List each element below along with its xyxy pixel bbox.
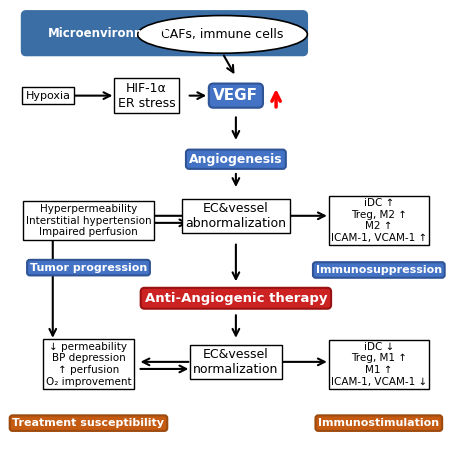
FancyBboxPatch shape xyxy=(21,11,307,55)
Text: Immunostimulation: Immunostimulation xyxy=(318,418,439,428)
Ellipse shape xyxy=(137,16,307,53)
Text: iDC ↑
Treg, M2 ↑
M2 ↑
ICAM-1, VCAM-1 ↑: iDC ↑ Treg, M2 ↑ M2 ↑ ICAM-1, VCAM-1 ↑ xyxy=(331,198,427,243)
Text: Anti-Angiogenic therapy: Anti-Angiogenic therapy xyxy=(145,292,327,305)
Text: Hyperpermeability
Interstitial hypertension
Impaired perfusion: Hyperpermeability Interstitial hypertens… xyxy=(26,204,151,237)
Text: Angiogenesis: Angiogenesis xyxy=(189,153,283,166)
Text: Microenvironment: Microenvironment xyxy=(48,27,169,40)
Text: iDC ↓
Treg, M1 ↑
M1 ↑
ICAM-1, VCAM-1 ↓: iDC ↓ Treg, M1 ↑ M1 ↑ ICAM-1, VCAM-1 ↓ xyxy=(331,342,427,387)
Text: Hypoxia: Hypoxia xyxy=(26,91,71,100)
Text: EC&vessel
abnormalization: EC&vessel abnormalization xyxy=(185,202,286,230)
Text: Immunosuppression: Immunosuppression xyxy=(316,265,442,275)
Text: CAFs, immune cells: CAFs, immune cells xyxy=(161,28,283,41)
Text: Treatment susceptibility: Treatment susceptibility xyxy=(12,418,164,428)
Text: VEGF: VEGF xyxy=(213,88,258,103)
Text: ↓ permeability
BP depression
↑ perfusion
O₂ improvement: ↓ permeability BP depression ↑ perfusion… xyxy=(46,342,131,387)
Text: Tumor progression: Tumor progression xyxy=(30,263,147,273)
Text: HIF-1α
ER stress: HIF-1α ER stress xyxy=(118,82,175,109)
Text: EC&vessel
normalization: EC&vessel normalization xyxy=(193,348,279,376)
